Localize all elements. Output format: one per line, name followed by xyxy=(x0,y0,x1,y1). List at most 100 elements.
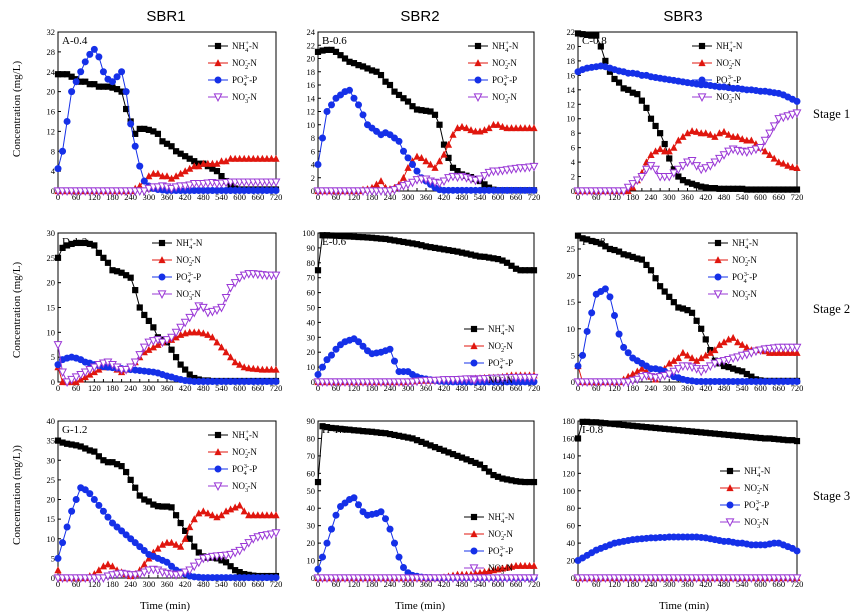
legend-marker xyxy=(714,239,722,247)
data-point xyxy=(458,122,466,130)
x-tick-label: 480 xyxy=(456,579,469,589)
data-point xyxy=(517,267,524,274)
data-point xyxy=(418,438,425,446)
y-tick-label: 50 xyxy=(307,303,316,313)
data-point xyxy=(588,32,595,39)
data-point xyxy=(780,436,787,443)
x-tick-label: 720 xyxy=(270,579,283,589)
column-title-sbr1: SBR1 xyxy=(146,8,185,25)
data-point xyxy=(249,154,257,162)
data-point xyxy=(213,338,221,346)
data-point xyxy=(217,343,226,351)
data-point xyxy=(481,465,488,472)
data-point xyxy=(688,127,696,135)
panel-I-0.8: 0 60 120 180 240 300 360 420 480 540 600 660 720 0 20 4… xyxy=(562,416,803,589)
x-tick-label: 540 xyxy=(736,192,749,202)
data-point xyxy=(733,353,743,362)
data-point xyxy=(258,154,266,162)
data-point xyxy=(445,154,452,161)
data-point xyxy=(132,287,139,294)
panel-G-1.2: 0 60 120 180 240 300 360 420 480 540 600 660 720 0 5 10… xyxy=(47,416,283,589)
data-point xyxy=(231,503,239,511)
data-point xyxy=(784,437,791,444)
data-point xyxy=(395,238,403,245)
data-point xyxy=(445,247,452,254)
data-point xyxy=(738,135,746,143)
data-point xyxy=(638,97,645,104)
data-point xyxy=(687,157,697,166)
data-point xyxy=(615,248,623,255)
data-point xyxy=(784,186,791,193)
panel-H-1.0: 0 60 120 180 240 300 360 420 480 540 600 660 720 0 10 2… xyxy=(307,416,541,589)
data-point xyxy=(512,124,520,132)
data-point xyxy=(77,68,85,76)
data-point xyxy=(145,498,152,505)
y-tick-label: 30 xyxy=(307,521,316,531)
x-tick-label: 0 xyxy=(56,383,60,393)
data-point xyxy=(377,71,385,79)
data-point xyxy=(529,162,539,172)
data-point xyxy=(91,242,98,249)
y-tick-label: 80 xyxy=(567,503,576,513)
y-tick-label: 20 xyxy=(567,41,576,51)
data-point xyxy=(103,572,113,582)
legend-marker xyxy=(158,273,166,281)
data-point xyxy=(574,30,582,37)
data-point xyxy=(99,68,107,76)
data-point xyxy=(198,303,208,313)
data-point xyxy=(793,437,801,445)
legend-label: NO3--N xyxy=(732,288,757,302)
data-point xyxy=(177,150,184,157)
data-point xyxy=(377,429,385,436)
data-point xyxy=(436,121,443,128)
data-point xyxy=(715,340,724,348)
data-point xyxy=(579,235,586,242)
data-point xyxy=(710,158,720,168)
y-tick-label: 24 xyxy=(307,27,316,37)
data-point xyxy=(651,165,660,175)
legend-label: NH4+-N xyxy=(232,40,259,54)
data-point xyxy=(239,543,249,552)
data-point xyxy=(761,435,769,442)
x-tick-label: 60 xyxy=(332,383,341,393)
data-point xyxy=(642,165,651,175)
data-point xyxy=(707,185,714,192)
x-tick-label: 600 xyxy=(233,383,246,393)
data-point xyxy=(399,182,408,191)
data-point xyxy=(769,122,779,131)
panel-label: B-0.6 xyxy=(322,35,347,47)
data-point xyxy=(267,365,276,373)
data-point xyxy=(418,242,425,249)
data-point xyxy=(684,307,691,314)
data-point xyxy=(720,362,728,370)
y-tick-label: 0 xyxy=(571,377,575,387)
data-point xyxy=(711,132,719,140)
data-point xyxy=(359,428,367,435)
y-axis-label-row3: Concentration (mg/L)) xyxy=(11,445,23,545)
data-point xyxy=(789,437,796,444)
data-point xyxy=(472,459,479,466)
x-tick-label: 480 xyxy=(718,192,731,202)
data-point xyxy=(743,186,750,193)
y-tick-label: 6 xyxy=(571,143,575,153)
x-tick-label: 180 xyxy=(626,383,639,393)
data-point xyxy=(323,424,331,431)
data-point xyxy=(761,186,769,193)
legend-label: PO43--P xyxy=(716,74,741,88)
data-point xyxy=(231,358,239,366)
legend-label: NH4+-N xyxy=(488,323,515,337)
data-point xyxy=(688,309,696,316)
data-point xyxy=(191,158,198,165)
data-point xyxy=(615,421,623,428)
data-point xyxy=(615,79,623,86)
data-point xyxy=(364,234,371,241)
data-point xyxy=(679,132,687,140)
data-point xyxy=(725,364,732,371)
data-point xyxy=(159,503,166,510)
y-tick-label: 14 xyxy=(567,85,576,95)
data-point xyxy=(485,468,493,475)
data-point xyxy=(771,435,778,442)
data-point xyxy=(350,233,358,240)
data-point xyxy=(688,428,696,435)
data-point xyxy=(355,427,362,434)
